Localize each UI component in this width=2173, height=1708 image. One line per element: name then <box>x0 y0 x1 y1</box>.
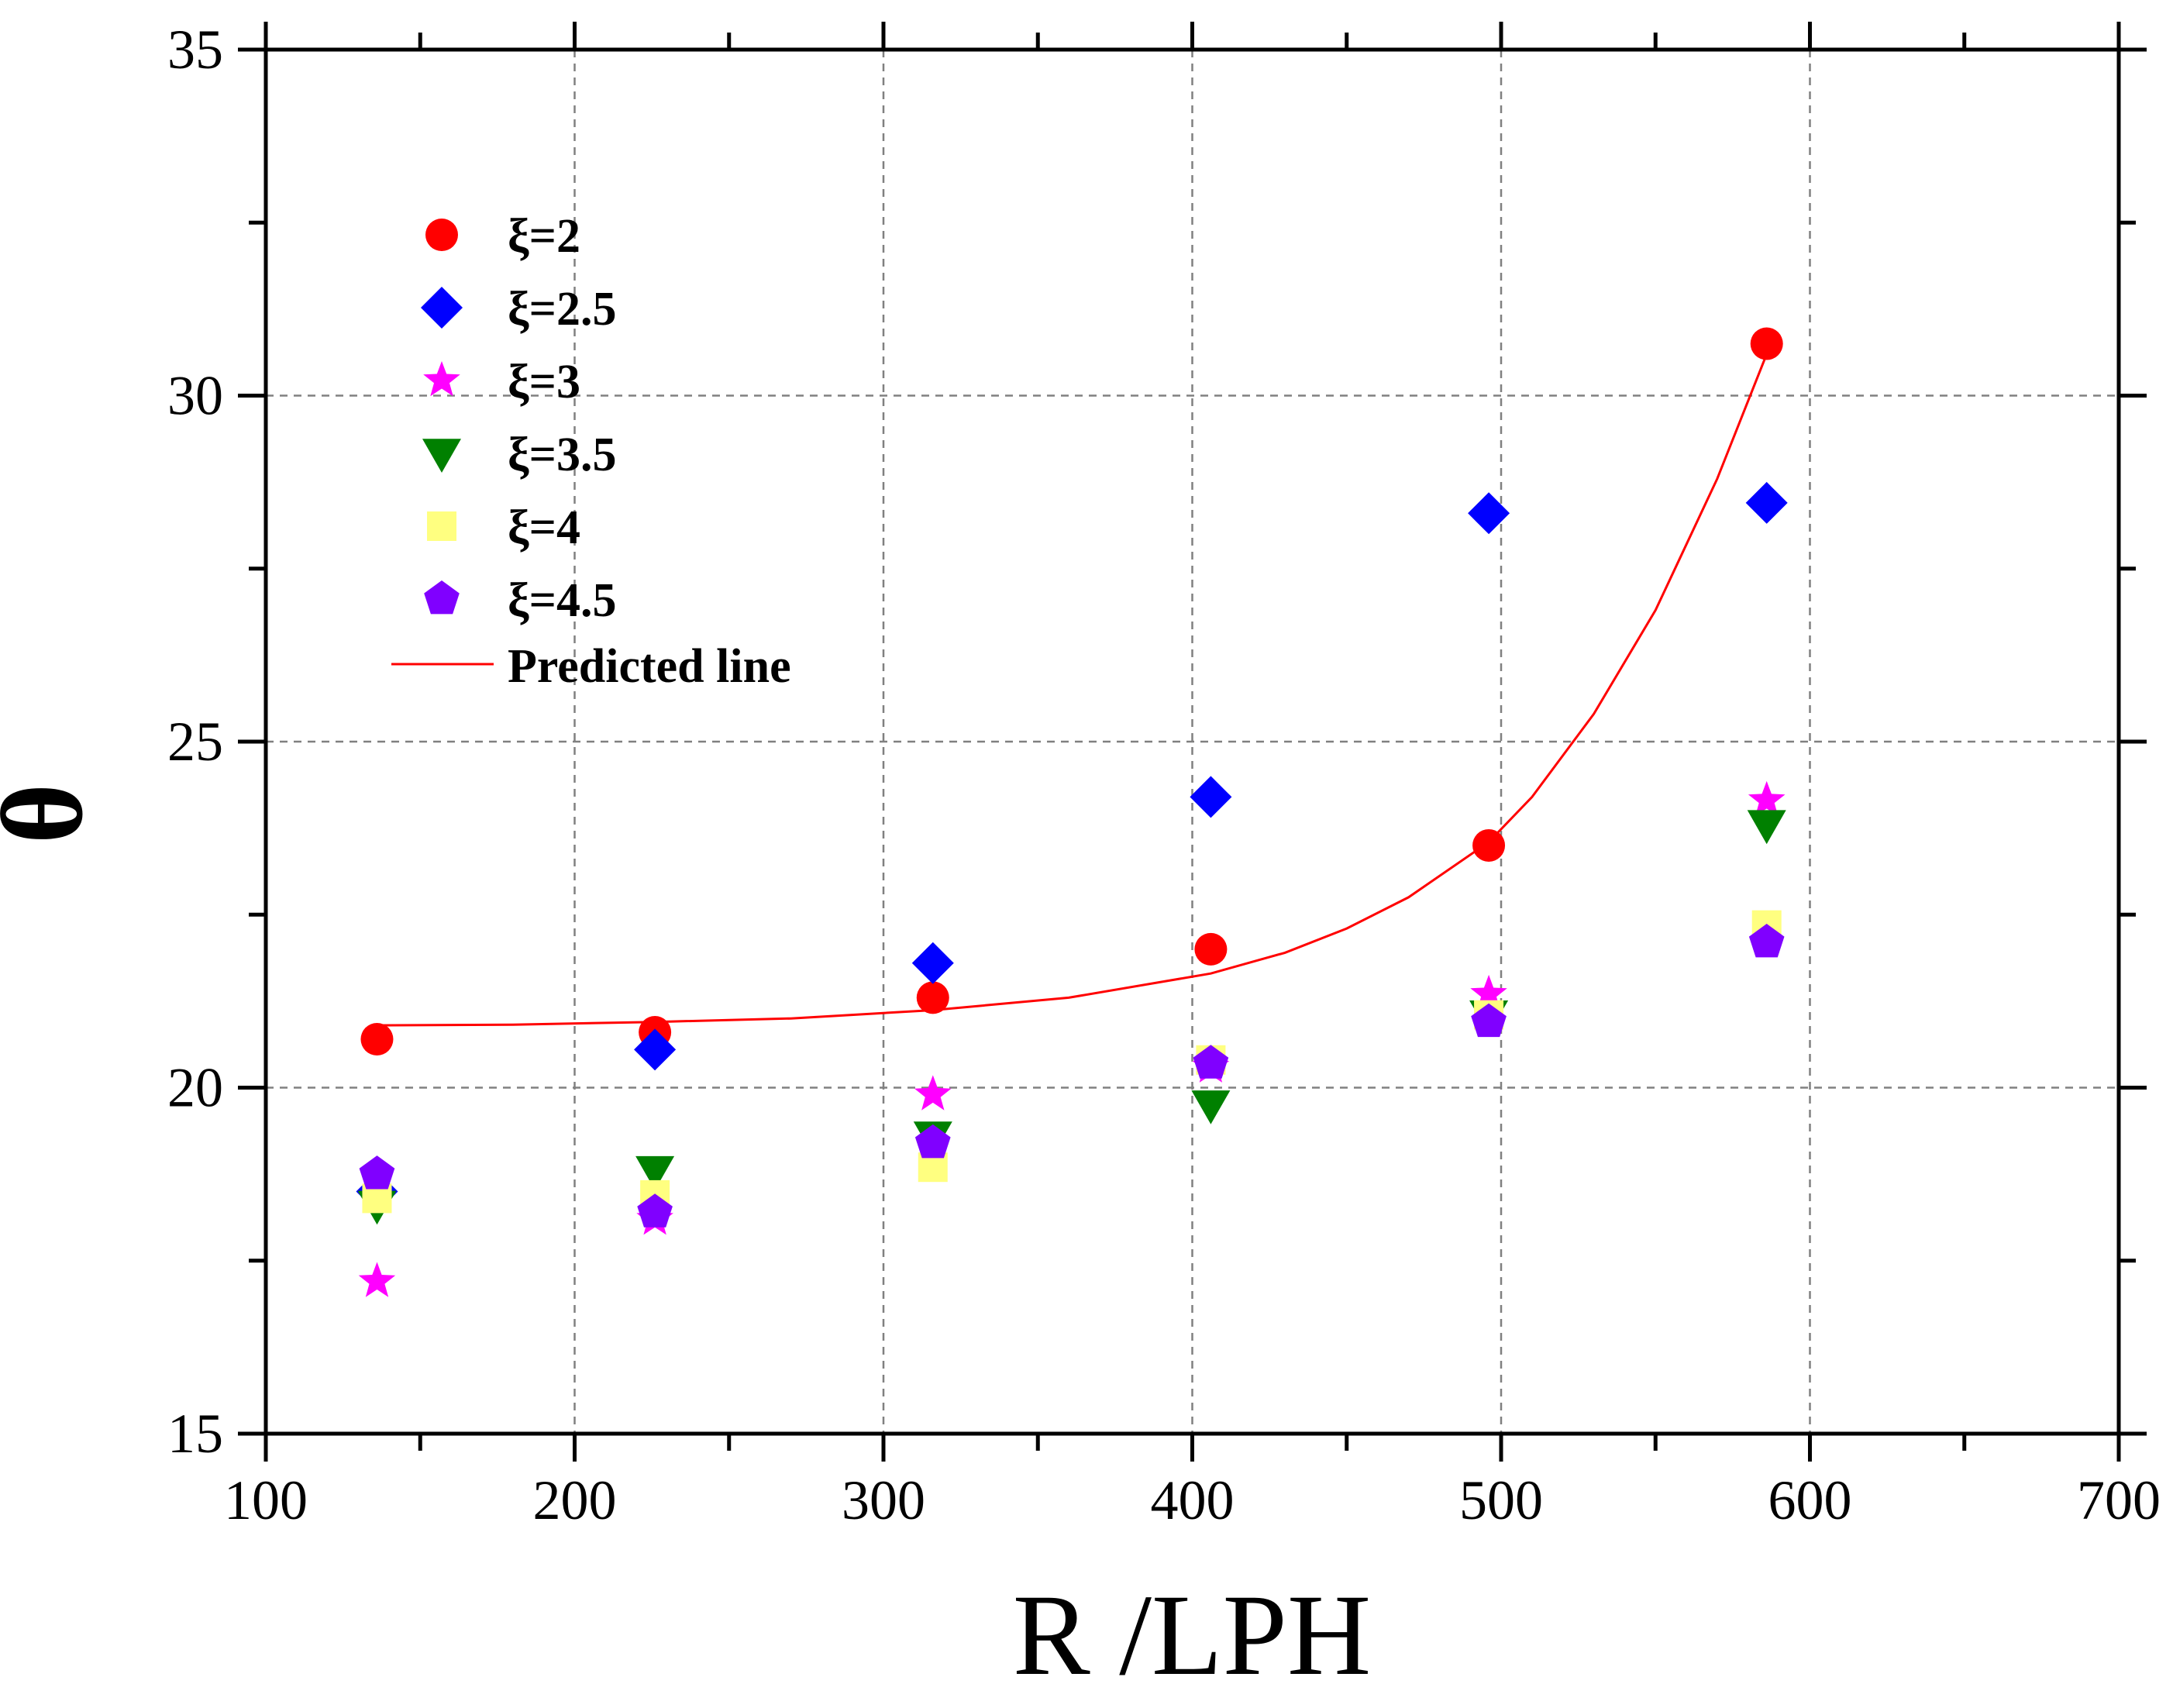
series-2-point <box>1748 780 1786 817</box>
legend-label: ξ=2 <box>508 210 580 263</box>
y-tick-label: 30 <box>167 365 223 427</box>
y-tick-label: 25 <box>167 711 223 773</box>
legend-label: ξ=4 <box>508 501 580 554</box>
series-5-point <box>1471 1003 1507 1038</box>
series-3-point <box>1191 1090 1231 1124</box>
y-tick-label: 35 <box>167 19 223 81</box>
series-5-point <box>359 1155 395 1190</box>
predicted-line-layer <box>377 353 1768 1027</box>
series-2-point <box>358 1262 396 1297</box>
x-tick-label: 500 <box>1459 1469 1543 1531</box>
series-5-point <box>914 1124 951 1159</box>
legend-marker <box>424 580 460 615</box>
series-3-point <box>1747 810 1786 845</box>
series-0-point <box>916 981 949 1014</box>
predicted-line <box>377 353 1768 1027</box>
series-0-point <box>1472 828 1506 862</box>
series-1-point <box>1745 481 1788 524</box>
series-1-point <box>634 1028 677 1071</box>
x-tick-label: 100 <box>224 1469 308 1531</box>
y-tick-label: 15 <box>167 1403 223 1465</box>
legend-label: ξ=3.5 <box>508 429 616 481</box>
y-axis-title: θ <box>0 783 107 844</box>
series-5-point <box>637 1193 673 1228</box>
legend-label: ξ=3 <box>508 356 580 408</box>
legend-label: Predicted line <box>508 640 791 693</box>
series-2-point <box>1470 974 1507 1011</box>
x-tick-label: 300 <box>842 1469 925 1531</box>
series-5-point <box>1193 1045 1229 1079</box>
legend: ξ=2 ξ=2.5 ξ=3 ξ=3.5 ξ=4 ξ=4.5 Predicted line <box>391 210 791 693</box>
axis-ticks: 100 200 300 400 500 600 700 15 20 25 30 35 <box>167 19 2161 1531</box>
series-3-point <box>635 1155 675 1190</box>
legend-marker <box>421 287 463 329</box>
data-points <box>356 327 1788 1297</box>
series-1-point <box>911 942 954 984</box>
x-tick-label: 400 <box>1151 1469 1235 1531</box>
legend-label: ξ=4.5 <box>508 574 616 627</box>
series-1-point <box>1190 776 1232 818</box>
x-axis-title: R /LPH <box>1013 1571 1372 1699</box>
x-tick-label: 700 <box>2077 1469 2161 1531</box>
series-0-point <box>360 1022 394 1055</box>
legend-marker <box>425 219 458 251</box>
y-tick-label: 20 <box>167 1057 223 1119</box>
x-tick-label: 600 <box>1768 1469 1852 1531</box>
legend-marker <box>422 439 461 473</box>
series-2-point <box>914 1075 952 1111</box>
series-5-point <box>1748 924 1785 958</box>
legend-marker <box>427 511 456 541</box>
legend-label: ξ=2.5 <box>508 283 616 336</box>
grid <box>266 50 2119 1434</box>
series-0-point <box>1194 932 1228 966</box>
series-1-point <box>1468 492 1510 535</box>
legend-marker <box>423 361 460 397</box>
series-0-point <box>1750 327 1783 360</box>
x-tick-label: 200 <box>533 1469 617 1531</box>
